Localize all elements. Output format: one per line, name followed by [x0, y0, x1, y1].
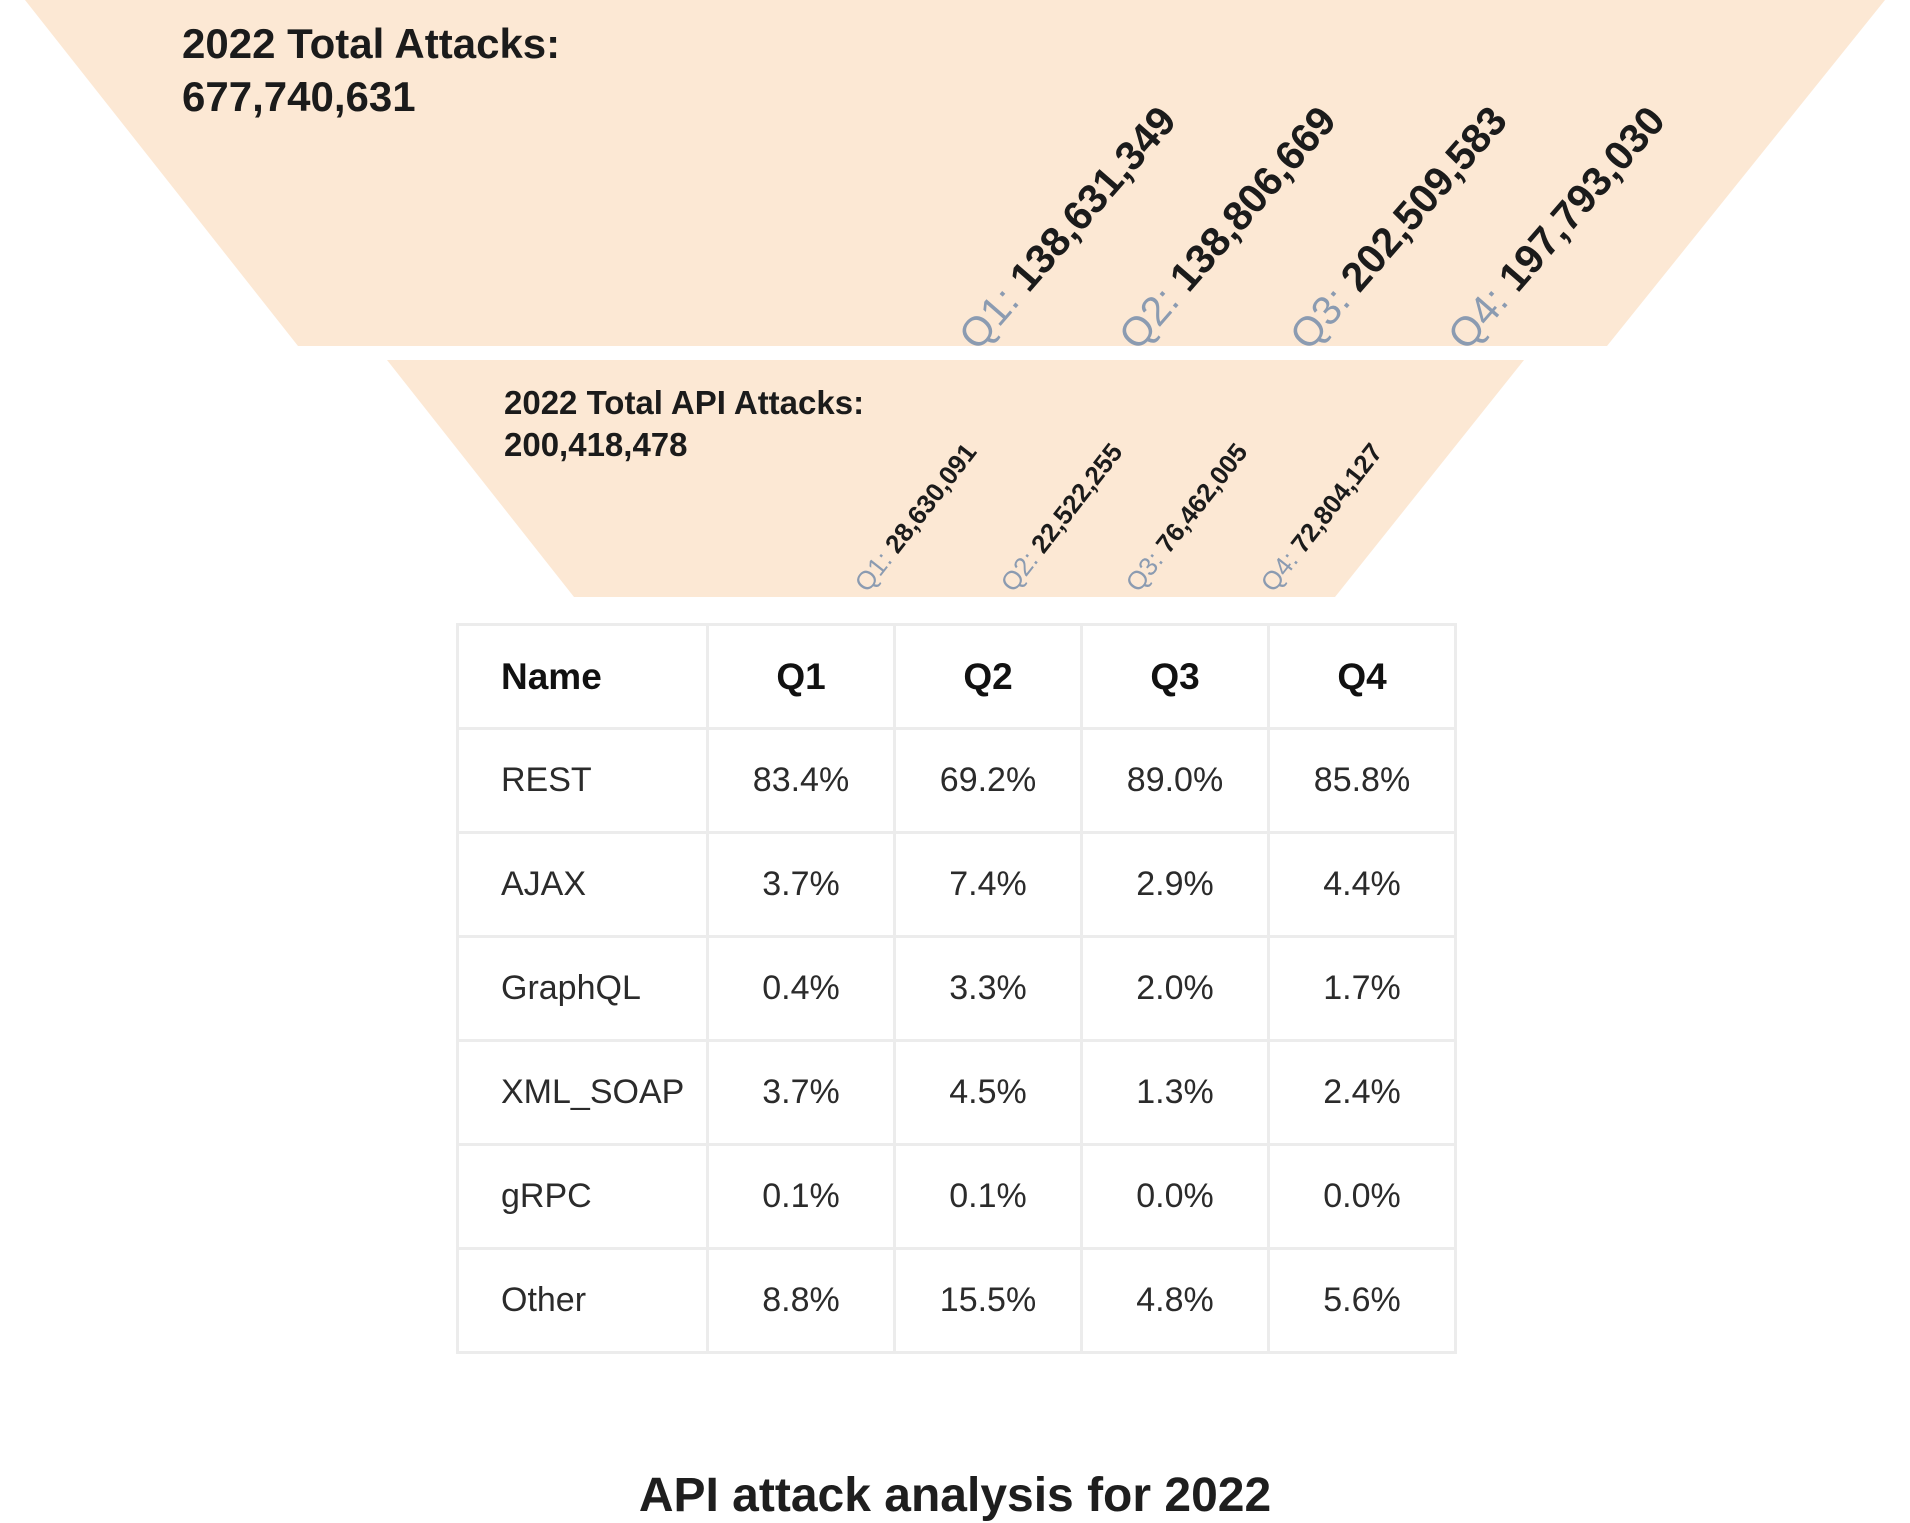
table-header-row: Name Q1 Q2 Q3 Q4	[456, 623, 1457, 730]
api-attacks-title: 2022 Total API Attacks:	[504, 384, 865, 421]
attack-funnel	[25, 0, 1885, 597]
total-attacks-title: 2022 Total Attacks:	[182, 20, 561, 67]
table-cell: 0.1%	[893, 1143, 1083, 1250]
total-attacks-funnel-band	[25, 0, 1885, 346]
table-cell: XML_SOAP	[456, 1039, 709, 1146]
table-cell: GraphQL	[456, 935, 709, 1042]
total-attacks-value: 677,740,631	[182, 72, 416, 120]
table-row: Other 8.8% 15.5% 4.8% 5.6%	[456, 1247, 1457, 1354]
table-header-cell: Q3	[1080, 623, 1270, 730]
table-cell: 4.4%	[1267, 831, 1457, 938]
api-attacks-value: 200,418,478	[504, 425, 688, 463]
table-row: gRPC 0.1% 0.1% 0.0% 0.0%	[456, 1143, 1457, 1250]
table-header-cell: Q2	[893, 623, 1083, 730]
table-cell: 85.8%	[1267, 727, 1457, 834]
table-cell: 89.0%	[1080, 727, 1270, 834]
table-cell: 7.4%	[893, 831, 1083, 938]
table-cell: 2.9%	[1080, 831, 1270, 938]
table-cell: 4.5%	[893, 1039, 1083, 1146]
table-row: XML_SOAP 3.7% 4.5% 1.3% 2.4%	[456, 1039, 1457, 1146]
table-row: REST 83.4% 69.2% 89.0% 85.8%	[456, 727, 1457, 834]
table-cell: 83.4%	[706, 727, 896, 834]
table-cell: 3.7%	[706, 831, 896, 938]
table-cell: AJAX	[456, 831, 709, 938]
table-cell: 5.6%	[1267, 1247, 1457, 1354]
table-cell: 0.1%	[706, 1143, 896, 1250]
table-cell: Other	[456, 1247, 709, 1354]
table-row: AJAX 3.7% 7.4% 2.9% 4.4%	[456, 831, 1457, 938]
table-cell: 1.7%	[1267, 935, 1457, 1042]
table-header-cell: Q1	[706, 623, 896, 730]
table-cell: 15.5%	[893, 1247, 1083, 1354]
table-cell: 8.8%	[706, 1247, 896, 1354]
table-cell: 3.3%	[893, 935, 1083, 1042]
api-type-table: Name Q1 Q2 Q3 Q4 REST 83.4% 69.2% 89.0% …	[456, 623, 1457, 1354]
total-attacks-label: 2022 Total Attacks: 677,740,631	[182, 18, 560, 123]
table-header-cell: Q4	[1267, 623, 1457, 730]
table-cell: 0.0%	[1080, 1143, 1270, 1250]
table-cell: 0.0%	[1267, 1143, 1457, 1250]
table-cell: 2.4%	[1267, 1039, 1457, 1146]
api-attacks-funnel-band	[387, 360, 1524, 597]
table-cell: 4.8%	[1080, 1247, 1270, 1354]
figure-caption: API attack analysis for 2022	[638, 1469, 1272, 1522]
table-cell: 3.7%	[706, 1039, 896, 1146]
api-attacks-label: 2022 Total API Attacks: 200,418,478	[504, 382, 864, 466]
table-row: GraphQL 0.4% 3.3% 2.0% 1.7%	[456, 935, 1457, 1042]
table-cell: REST	[456, 727, 709, 834]
table-cell: gRPC	[456, 1143, 709, 1250]
table-cell: 0.4%	[706, 935, 896, 1042]
table-cell: 1.3%	[1080, 1039, 1270, 1146]
table-cell: 69.2%	[893, 727, 1083, 834]
table-cell: 2.0%	[1080, 935, 1270, 1042]
table-header-cell: Name	[456, 623, 709, 730]
